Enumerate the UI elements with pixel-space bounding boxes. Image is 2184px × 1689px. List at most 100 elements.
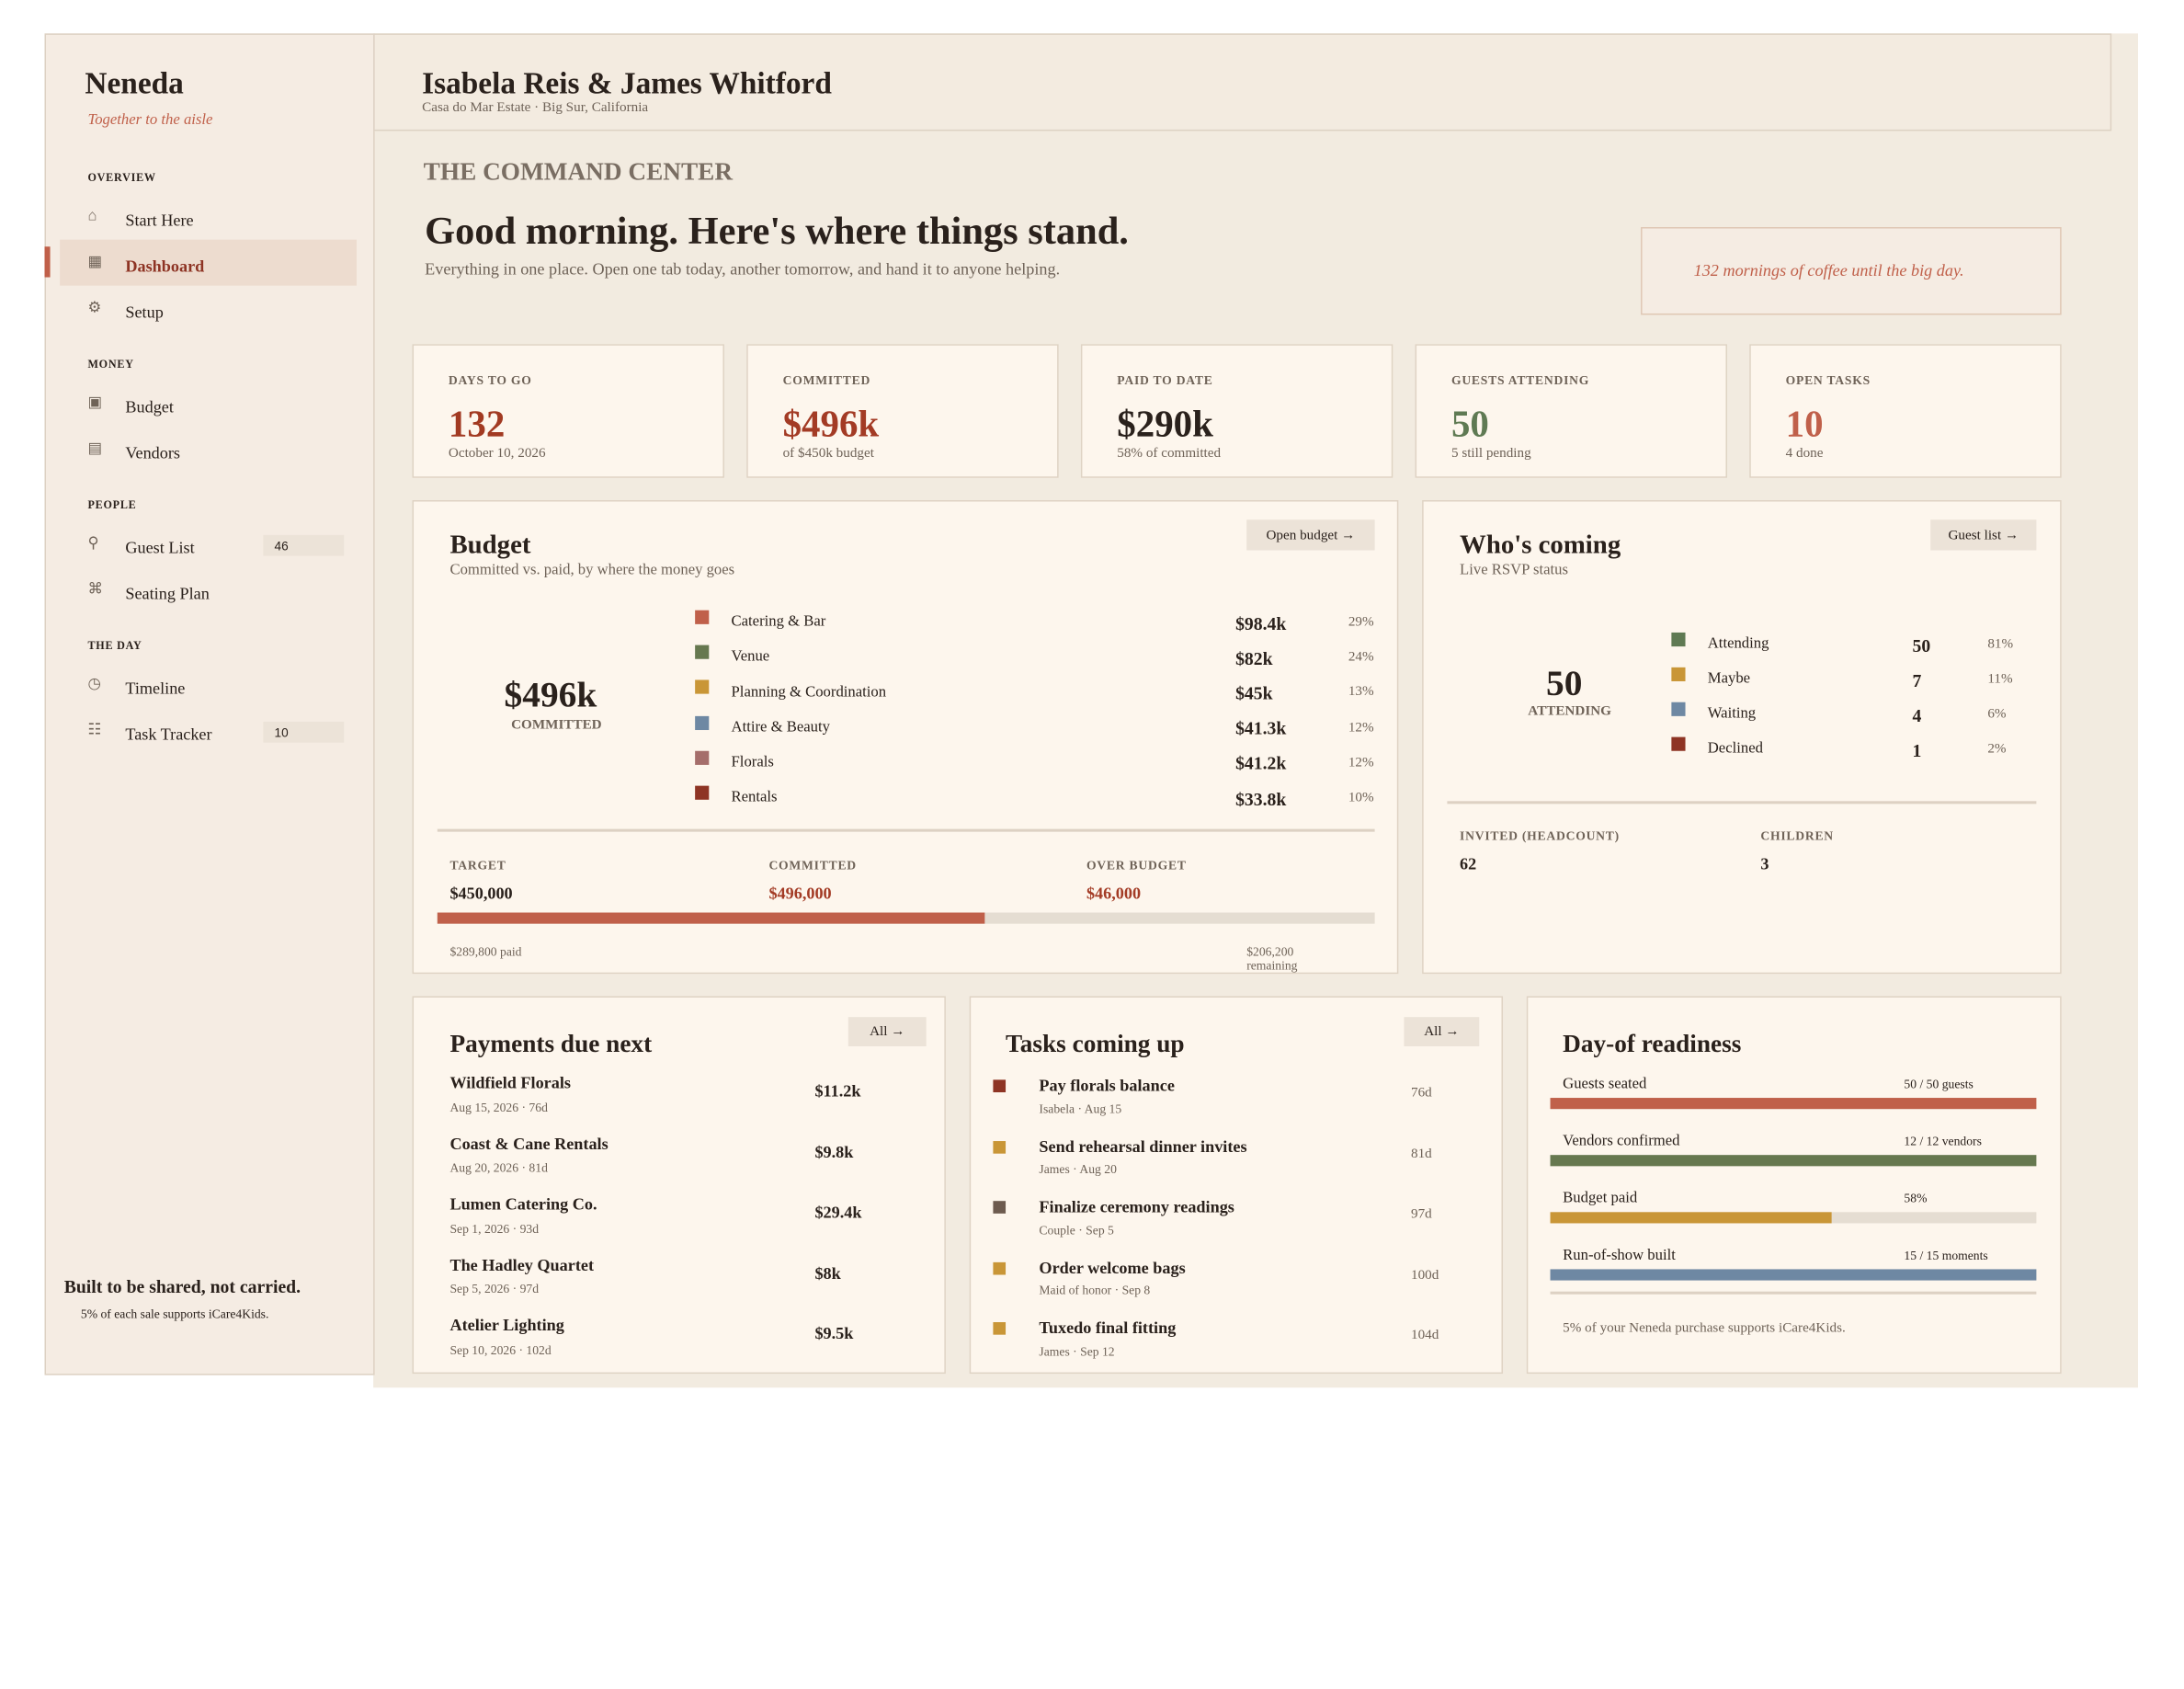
legend-share: 12% [1348,719,1374,736]
stat-value: $290k [1117,403,1213,445]
quote: 132 mornings of coffee until the big day… [1693,260,1964,281]
legend-swatch [695,715,710,730]
nav-section-title: OVERVIEW [87,170,156,184]
payment-amount: $29.4k [814,1203,862,1223]
readiness-value: 15 / 15 moments [1904,1248,1988,1262]
payment-meta: Sep 10, 2026 · 102d [449,1342,552,1357]
readiness-value: 58% [1904,1191,1928,1205]
legend-count: 50 [1912,634,1931,656]
nav-section-title: THE DAY [87,638,142,652]
legend-swatch [695,610,710,624]
task-name: Tuxedo final fitting [1039,1318,1177,1339]
legend-amount: $82k [1235,647,1273,669]
task-swatch [993,1261,1007,1274]
nav-item[interactable]: Dashboard [125,257,205,277]
button[interactable]: All → [1404,1017,1480,1046]
remaining-label: $206,200 remaining [1246,944,1298,973]
stat-value: $496k [782,403,880,445]
total-label: CHILDREN [1760,828,1834,843]
legend-count: 4 [1912,704,1922,725]
nav-item[interactable]: Seating Plan [125,584,210,604]
nav-item[interactable]: Setup [125,302,164,323]
payment-amount: $11.2k [814,1081,861,1101]
legend-swatch [695,680,710,695]
task-swatch [993,1079,1007,1093]
stat-card [412,344,724,478]
stat-sub: October 10, 2026 [448,445,546,462]
nav-icon: ▦ [87,254,103,271]
readiness-bar [1550,1269,2037,1281]
card-title: Who's coming [1460,531,1621,560]
task-name: Send rehearsal dinner invites [1039,1136,1247,1157]
divider [1550,1291,2037,1295]
paid-label: $289,800 paid [449,944,522,959]
nav-item[interactable]: Vendors [125,443,180,463]
budget-paid-bar [437,912,985,924]
legend-swatch [695,750,710,765]
button[interactable]: All → [847,1017,927,1046]
center-value: $496k [504,674,597,715]
nav-icon: ⌘ [87,581,104,599]
task-swatch [993,1140,1007,1153]
task-days: 81d [1411,1146,1432,1162]
tagline: Together to the aisle [87,111,213,129]
button[interactable]: Guest list → [1930,519,2037,551]
payment-amount: $9.8k [814,1142,854,1162]
legend-share: 2% [1987,741,2007,757]
legend-swatch [1671,667,1686,681]
stat-label: DAYS TO GO [448,372,532,387]
stat-sub: of $450k budget [782,445,874,462]
payment-amount: $8k [814,1263,841,1284]
payment-name: Lumen Catering Co. [449,1194,597,1215]
legend-amount: $45k [1235,682,1273,704]
button[interactable]: Open budget → [1246,519,1375,551]
task-name: Order welcome bags [1039,1258,1186,1278]
legend-name: Attire & Beauty [731,718,830,736]
legend-name: Catering & Bar [731,613,826,631]
payment-meta: Aug 20, 2026 · 81d [449,1160,548,1175]
payment-name: Wildfield Florals [449,1073,571,1093]
legend-count: 1 [1912,739,1922,760]
legend-count: 7 [1912,669,1922,690]
stat-value: 132 [448,403,506,445]
nav-icon: ☷ [87,722,102,739]
legend-share: 10% [1348,790,1374,805]
legend-share: 6% [1987,706,2007,722]
divider [1447,801,2037,805]
task-name: Pay florals balance [1039,1076,1175,1096]
stat-sub: 5 still pending [1450,445,1531,462]
summary-label: COMMITTED [768,858,857,873]
card-title: Payments due next [449,1029,653,1057]
task-swatch [993,1322,1007,1335]
nav-section-title: PEOPLE [87,497,137,511]
payment-meta: Sep 1, 2026 · 93d [449,1221,540,1236]
nav-badge: 46 [274,539,289,553]
payment-meta: Aug 15, 2026 · 76d [449,1100,548,1114]
card-title: Day-of readiness [1563,1029,1742,1057]
task-meta: Maid of honor · Sep 8 [1039,1284,1151,1298]
readiness-value: 50 / 50 guests [1904,1077,1974,1091]
nav-item[interactable]: Budget [125,397,174,417]
legend-name: Attending [1707,635,1769,653]
center-label: ATTENDING [1528,703,1611,719]
stat-label: PAID TO DATE [1117,372,1213,387]
nav-badge-bg [263,534,345,556]
summary-label: TARGET [449,858,506,873]
nav-item[interactable]: Task Tracker [125,725,212,745]
legend-name: Maybe [1707,670,1751,688]
legend-swatch [695,645,710,660]
nav-item[interactable]: Guest List [125,538,195,558]
card-subtitle: Live RSVP status [1460,561,1568,579]
divider [437,828,1375,832]
nav-active-bg [60,239,357,286]
nav-item[interactable]: Timeline [125,679,186,699]
task-days: 76d [1411,1085,1432,1101]
legend-amount: $98.4k [1235,612,1287,633]
legend-name: Planning & Coordination [731,683,887,701]
card-title: Tasks coming up [1006,1029,1185,1057]
total-label: INVITED (HEADCOUNT) [1460,828,1620,843]
nav-section-title: MONEY [87,357,134,371]
nav-item[interactable]: Start Here [125,211,194,231]
stat-card [1415,344,1727,478]
